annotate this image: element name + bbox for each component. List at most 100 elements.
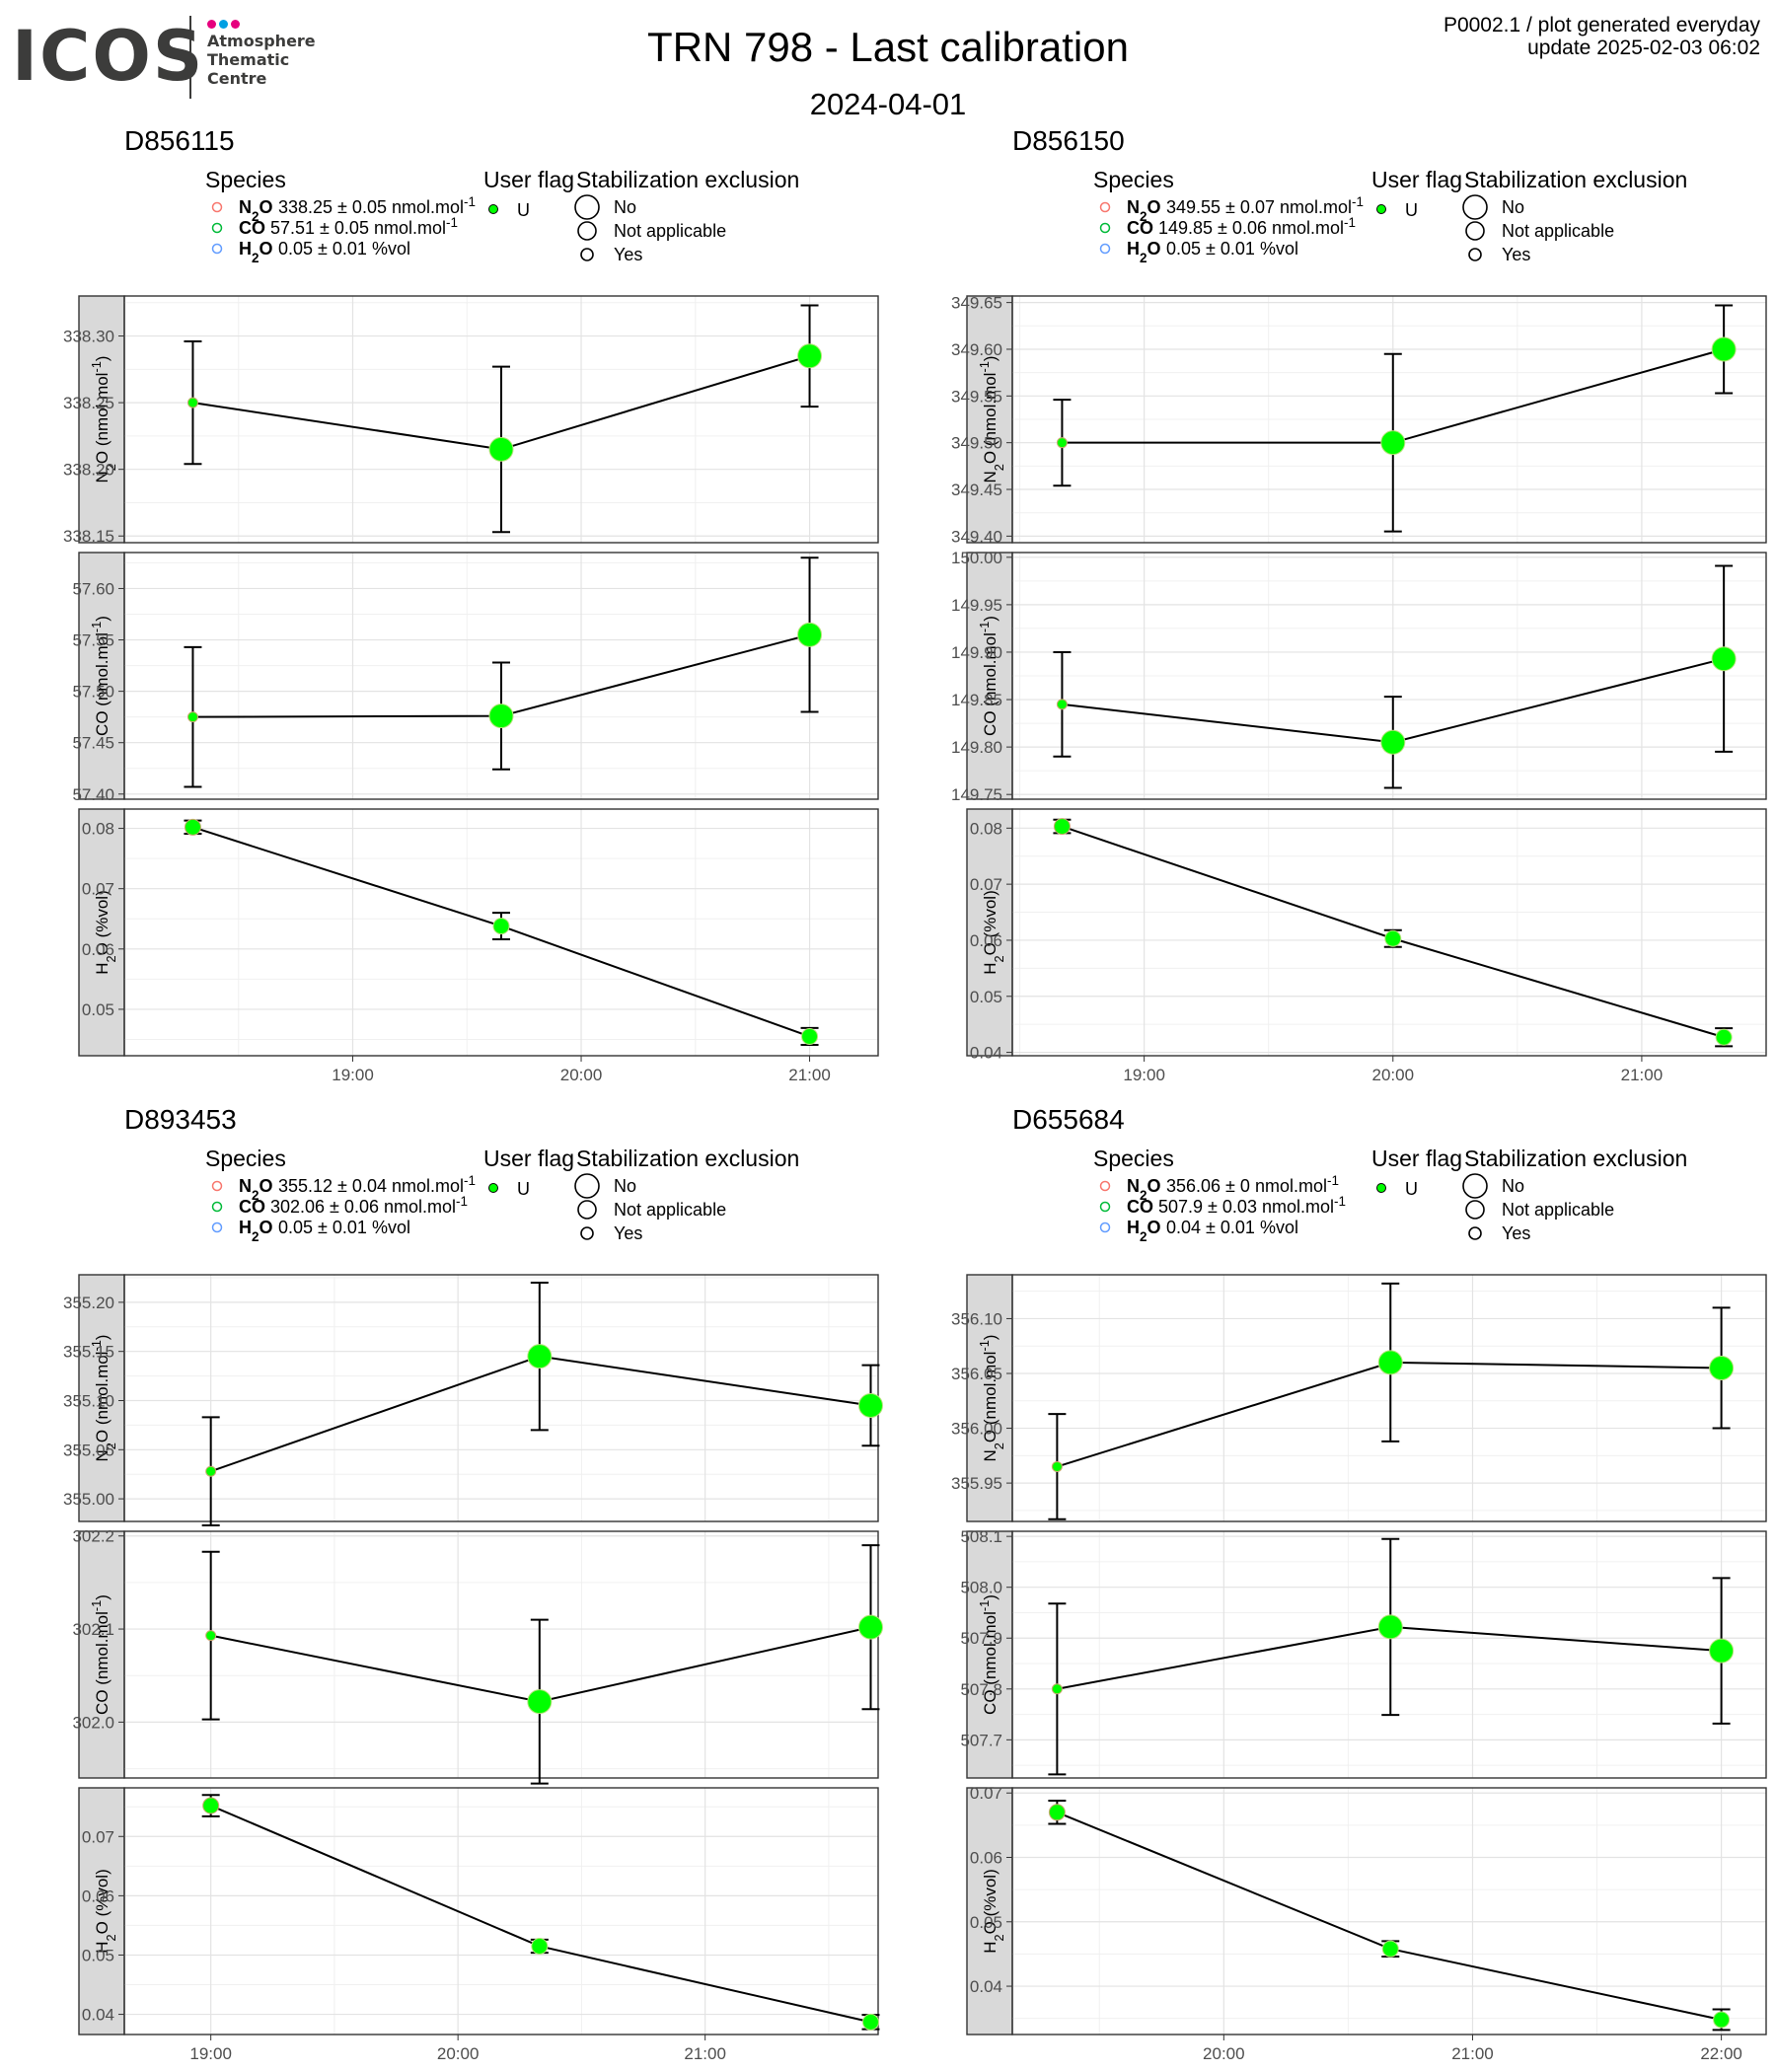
data-point [527,1689,553,1715]
legend-species-value: 0.05 ± 0.01 %vol [1166,239,1298,259]
legend-stab-label: No [614,197,636,217]
legend-stab-key [1468,248,1482,261]
legend-species-name: H2O [239,1218,273,1244]
legend-species-name: H2O [1127,239,1161,265]
series-line [210,1805,871,2024]
legend-title-stabilization: Stabilization exclusion [576,167,799,192]
panel-strip [966,1274,1013,1522]
data-point [1709,1355,1735,1380]
legend-species-value: 0.04 ± 0.01 %vol [1166,1218,1298,1237]
panel-border [1011,295,1767,544]
y-tick-label: 0.07 [82,1827,114,1846]
legend-user-flag-label: U [1405,200,1418,220]
data-point [1380,430,1406,456]
y-tick-label: 57.50 [72,683,114,702]
logo-line: Thematic [207,50,290,69]
data-point [1384,929,1402,947]
legend-user-flag-key [488,204,498,214]
legend-species-name: H2O [1127,1218,1161,1244]
legend-stab-label: No [1502,1176,1524,1196]
legend-species-value: 338.25 ± 0.05 nmol.mol-1 [278,194,476,218]
data-point [1715,1028,1733,1046]
legend-title-species: Species [1093,167,1174,192]
y-axis-label: CO (nmol.mol-1) [89,616,112,736]
x-tick-label: 20:00 [560,1066,603,1084]
chart-title: D856115 [124,125,235,156]
y-tick-label: 149.80 [951,738,1002,757]
y-tick-label: 355.15 [63,1343,114,1362]
panel-border [1011,808,1767,1057]
logo-line: Atmosphere [207,32,316,50]
chart-title: D655684 [1012,1104,1125,1135]
y-tick-label: 356.10 [951,1309,1002,1328]
legend-species-value: 0.05 ± 0.01 %vol [278,239,410,259]
legend-species-name: H2O [239,239,273,265]
y-tick-label: 338.30 [63,328,114,346]
data-point [797,622,823,647]
legend-stab-key [580,1226,594,1240]
chart-d856150: D856150 Species User flag Stabilization exc… [951,125,1767,1084]
legend-species-name: N2O [239,197,273,224]
y-axis-label: H2O (%vol) [981,890,1006,975]
y-axis-label: H2O (%vol) [93,890,118,975]
legend-user-flag-key [488,1183,498,1193]
panel-1: CO (nmol.mol-1) 149.75 149.80 149.85 149.90 1… [951,549,1767,804]
legend-species-name: CO [239,1197,265,1217]
legend-stab-label: Yes [1502,245,1530,264]
logo-dot [207,20,216,29]
legend-species-name: N2O [1127,197,1161,224]
y-axis-label: CO (nmol.mol-1) [89,1594,112,1715]
x-tick-label: 20:00 [437,2044,480,2063]
legend-stab-key [577,1200,597,1220]
legend-species-key [211,1180,223,1192]
data-point [861,2013,879,2031]
panel-border [1011,552,1767,800]
legend-species-key [211,222,223,234]
logo-separator [189,16,191,99]
x-tick-label: 19:00 [1123,1066,1165,1084]
legend-species-value: 356.06 ± 0 nmol.mol-1 [1166,1173,1339,1197]
x-tick-label: 19:00 [332,1066,374,1084]
legend-species-value: 507.9 ± 0.03 nmol.mol-1 [1158,1194,1346,1218]
legend-species-key [1099,1201,1111,1213]
legend-species-key [1099,222,1111,234]
data-point [186,711,198,723]
y-tick-label: 0.08 [82,820,114,839]
y-tick-label: 508.0 [960,1579,1002,1597]
series-line [1057,1361,1722,1468]
y-tick-label: 338.15 [63,527,114,546]
legend-stab-label: Not applicable [1502,1200,1614,1220]
y-tick-label: 349.40 [951,527,1002,546]
y-tick-label: 338.20 [63,461,114,480]
legend-stab-label: No [1502,197,1524,217]
data-point [1380,729,1406,755]
y-tick-label: 349.55 [951,387,1002,406]
y-tick-label: 57.60 [72,579,114,598]
legend-stab-key [1465,1200,1485,1220]
y-tick-label: 355.05 [63,1441,114,1459]
meta-line: P0002.1 / plot generated everyday [1443,14,1760,37]
series-line [1057,1811,1722,2021]
panel-strip [78,552,125,800]
data-point [1713,2011,1731,2029]
y-axis-label: N2O (nmol.mol-1) [89,1335,118,1462]
generation-info: P0002.1 / plot generated everyday update… [1443,14,1760,59]
panel-strip [966,295,1013,544]
y-tick-label: 0.07 [970,1784,1002,1803]
page-header: ICOS Atmosphere Thematic Centre TRN 798 … [0,0,1776,128]
legend-title-user-flag: User flag [483,167,574,192]
panel-2: H2O (%vol) 0.04 0.05 0.06 0.07 19:00 20:00 21:0… [78,1787,880,2063]
panel-2: H2O (%vol) 0.04 0.05 0.06 0.07 20:00 21:00 22:0… [966,1784,1767,2063]
legend-species-name: CO [239,218,265,238]
legend-stab-key [1462,1173,1488,1199]
legend-stab-key [1465,221,1485,241]
legend-species-value: 349.55 ± 0.07 nmol.mol-1 [1166,194,1364,218]
x-tick-label: 19:00 [189,2044,232,2063]
legend-species-value: 149.85 ± 0.06 nmol.mol-1 [1158,215,1356,239]
chart-d655684: D655684 Species User flag Stabilization exc… [951,1104,1767,2063]
y-tick-label: 0.06 [970,931,1002,950]
legend-species-key [1099,1180,1111,1192]
panel-0: N2O (nmol.mol-1) 338.15 338.20 338.25 338.30 [63,295,879,546]
legend-species-key [211,1221,223,1233]
data-point [857,1392,883,1418]
